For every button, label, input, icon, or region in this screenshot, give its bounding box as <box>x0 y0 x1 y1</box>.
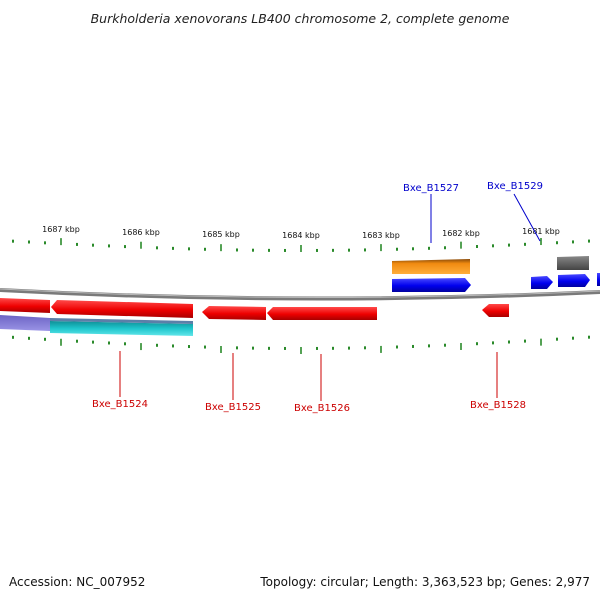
forward-strand-features <box>392 256 600 292</box>
gene-blue-right-arrow[interactable] <box>558 274 590 287</box>
scale-label-1685kbp: 1685 kbp <box>202 230 240 239</box>
gene-bxe-b1527-arrow[interactable] <box>392 278 471 292</box>
gene-bxe-b1529-arrow[interactable] <box>531 276 553 289</box>
reverse-strand-features <box>0 298 509 336</box>
gene-label-bxe-b1529[interactable]: Bxe_B1529 <box>487 181 543 192</box>
scale-label-1683kbp: 1683 kbp <box>362 231 400 240</box>
map-title: Burkholderia xenovorans LB400 chromosome… <box>91 11 510 26</box>
scale-label-1682kbp: 1682 kbp <box>442 229 480 238</box>
gene-label-bxe-b1524[interactable]: Bxe_B1524 <box>92 399 148 410</box>
scale-ticks-top <box>12 238 590 252</box>
chromosome-backbone-highlight <box>0 288 600 299</box>
scale-label-1681kbp: 1681 kbp <box>522 227 560 236</box>
chromosome-backbone <box>0 288 600 301</box>
leader-bxe-b1529 <box>513 193 541 242</box>
feature-cyan-band-top <box>50 318 193 324</box>
feature-purple-band[interactable] <box>0 315 50 331</box>
genome-summary-text: Topology: circular; Length: 3,363,523 bp… <box>259 575 590 589</box>
scale-label-1684kbp: 1684 kbp <box>282 231 320 240</box>
gene-labels: Bxe_B1527 Bxe_B1529 Bxe_B1524 Bxe_B1525 … <box>92 181 543 414</box>
scale-labels: 1687 kbp 1686 kbp 1685 kbp 1684 kbp 1683… <box>42 225 560 240</box>
gene-bxe-b1526-arrow[interactable] <box>267 307 377 320</box>
gene-bxe-b1525-arrow[interactable] <box>202 306 266 320</box>
gene-left-edge-arrow[interactable] <box>0 298 50 313</box>
gene-bxe-b1528-arrow[interactable] <box>482 304 509 317</box>
gene-bxe-b1524-arrow[interactable] <box>51 300 193 318</box>
gene-blue-edge[interactable] <box>597 273 600 286</box>
scale-label-1687kbp: 1687 kbp <box>42 225 80 234</box>
gene-label-bxe-b1526[interactable]: Bxe_B1526 <box>294 403 350 414</box>
label-leaders <box>119 193 541 401</box>
feature-bxe-b1527-orange[interactable] <box>392 259 470 274</box>
gene-label-bxe-b1527[interactable]: Bxe_B1527 <box>403 183 459 194</box>
scale-ticks-bottom <box>12 335 590 354</box>
gene-label-bxe-b1528[interactable]: Bxe_B1528 <box>470 400 526 411</box>
feature-gray-right[interactable] <box>557 256 589 270</box>
feature-cyan-band[interactable] <box>50 321 193 336</box>
gene-label-bxe-b1525[interactable]: Bxe_B1525 <box>205 402 261 413</box>
scale-label-1686kbp: 1686 kbp <box>122 228 160 237</box>
accession-text: Accession: NC_007952 <box>9 575 145 589</box>
